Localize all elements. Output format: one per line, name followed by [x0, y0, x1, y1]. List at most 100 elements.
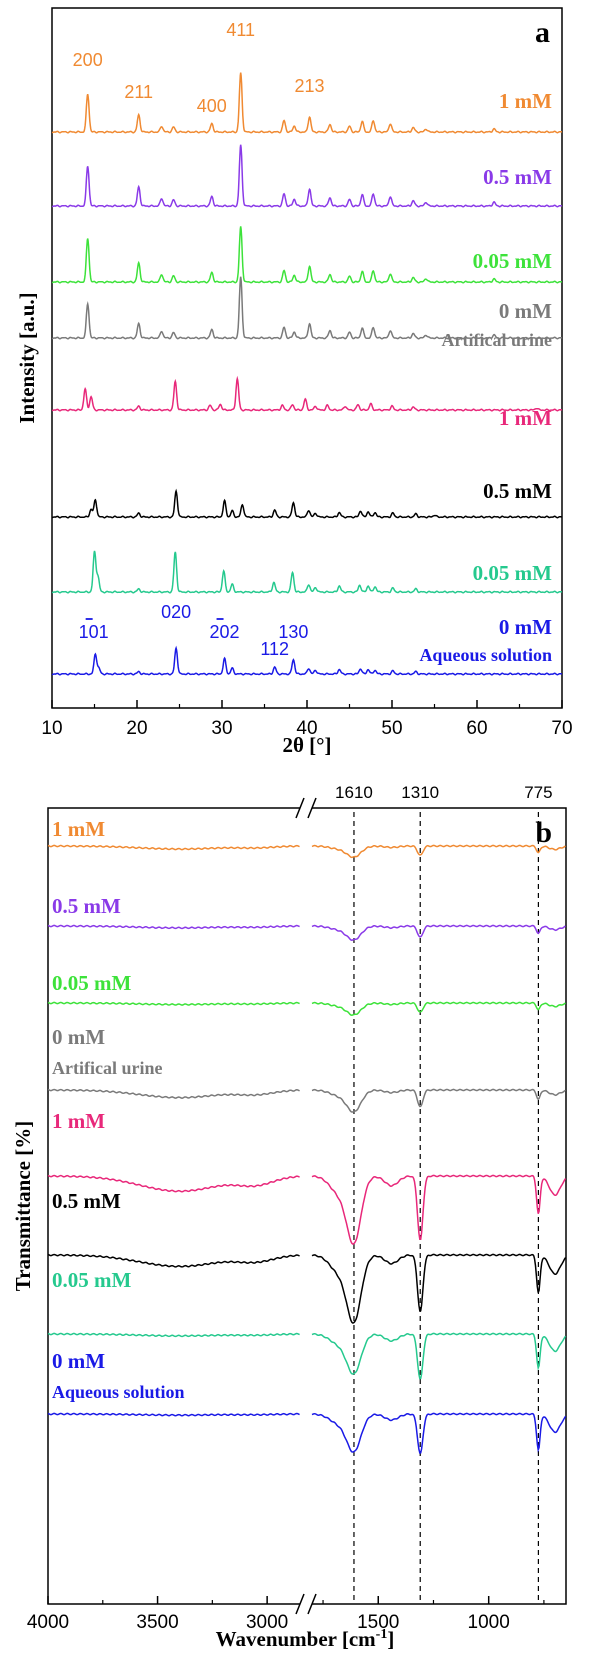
xrd-series: 1 mM	[51, 72, 563, 134]
ftir-series-label: 1 mM	[52, 817, 105, 841]
ftir-x-tick-label: 4000	[27, 1612, 69, 1633]
ftir-x-tick-label: 3500	[136, 1612, 178, 1633]
axis-break-slash	[295, 1593, 305, 1615]
ftir-series-line	[47, 1001, 300, 1006]
xrd-series-label: 0.05 mM	[473, 561, 552, 585]
ftir-series: 1 mM	[47, 1109, 567, 1245]
xrd-peak-label: 200	[73, 50, 103, 70]
xrd-series: 1 mM	[51, 375, 563, 430]
ftir-series-label: 0.05 mM	[52, 971, 131, 995]
ftir-x-tick-label: 1500	[357, 1612, 399, 1633]
ftir-series-label: 0 mM	[52, 1349, 105, 1373]
xrd-series-label: 0.5 mM	[483, 479, 552, 503]
ftir-series-label: 0.5 mM	[52, 894, 121, 918]
ftir-series-line	[47, 1088, 300, 1099]
ftir-x-axis-label: Wavenumber [cm-1]	[216, 1627, 395, 1651]
xrd-plot-frame	[51, 7, 563, 709]
xrd-peak-label: 400	[197, 96, 227, 116]
xrd-series-line	[51, 488, 563, 519]
ftir-series-label: 0 mM	[52, 1025, 105, 1049]
ftir-series-line	[47, 1253, 300, 1268]
ftir-reference-label: 1310	[401, 783, 439, 802]
ftir-series-line	[47, 924, 300, 930]
xrd-peak-label: 202	[210, 622, 240, 642]
ftir-series-line	[47, 1174, 300, 1193]
ftir-series-sublabel: Artifical urine	[52, 1058, 162, 1078]
xrd-x-tick-label: 50	[381, 718, 402, 739]
ftir-x-ticks: 4000 3500 3000 1500 1000	[27, 1596, 545, 1633]
xrd-x-tick-label: 10	[41, 718, 62, 739]
xrd-peak-label: 213	[295, 76, 325, 96]
ftir-series-line	[311, 924, 566, 941]
xrd-y-axis-label: Intensity [a.u.]	[15, 292, 39, 423]
ftir-series-line	[311, 1174, 567, 1245]
xrd-x-ticks: 10 20 30 40 50 60 70	[41, 700, 573, 739]
xrd-panel-label: a	[535, 16, 550, 49]
xrd-series-group: 1 mM 0.5 mM 0.05 mM 0 mM Artifical urine 1 mM…	[51, 72, 563, 676]
xrd-peak-label: 020	[161, 602, 191, 622]
xrd-x-tick-label: 40	[296, 718, 317, 739]
ftir-series-line	[311, 844, 566, 859]
ftir-y-axis-label: Transmittance [%]	[11, 1121, 35, 1292]
xrd-series-line	[51, 645, 563, 676]
xrd-x-tick-label: 60	[466, 718, 487, 739]
xrd-series-label: 1 mM	[499, 406, 552, 430]
xrd-peak-label: 211	[124, 82, 153, 102]
ftir-x-tick-label: 3000	[246, 1612, 288, 1633]
axis-break-slash	[307, 1593, 317, 1615]
ftir-reference-label: 1610	[335, 783, 373, 802]
ftir-series-line	[47, 1332, 300, 1338]
xrd-series-line	[51, 226, 563, 284]
xrd-series: 0.5 mM	[51, 144, 563, 208]
ftir-series-line	[311, 1412, 567, 1454]
ftir-series-label: 1 mM	[52, 1109, 105, 1133]
axis-break-gap-top	[300, 806, 312, 810]
xrd-series-label: 0.05 mM	[473, 249, 552, 273]
ftir-series-label: 0.05 mM	[52, 1268, 131, 1292]
xrd-series-label: 0.5 mM	[483, 165, 552, 189]
ftir-series-group: 1 mM 0.5 mM 0.05 mM 0 mM Artifical urine 1 mM…	[47, 817, 567, 1454]
ftir-series-label: 0.5 mM	[52, 1189, 121, 1213]
xrd-series-line	[51, 550, 563, 594]
xrd-series-line	[51, 144, 563, 208]
ftir-series-sublabel: Aqueous solution	[52, 1382, 185, 1402]
xrd-series: 0 mM Aqueous solution	[51, 615, 563, 676]
ftir-reference-lines: 1610 1310 775	[335, 783, 553, 1604]
xrd-series: 0.05 mM	[51, 550, 563, 594]
ftir-series: 0 mM Artifical urine	[47, 1025, 567, 1113]
ftir-series-line	[311, 1332, 567, 1380]
xrd-series-label: 1 mM	[499, 89, 552, 113]
xrd-peak-label: 411	[226, 20, 255, 40]
ftir-plot-frame	[47, 807, 567, 1605]
axis-break-slash	[295, 797, 305, 819]
xrd-x-tick-label: 30	[211, 718, 232, 739]
ftir-panel-label: b	[535, 816, 552, 849]
xrd-panel: a 10 20 30 40 50 60 70 1 mM 0.5 mM 0.05 mM 0 mM Ar…	[15, 7, 573, 757]
xrd-x-tick-label: 70	[551, 718, 572, 739]
xrd-peak-label: 130	[278, 622, 308, 642]
ftir-series: 0.5 mM	[47, 894, 566, 941]
xrd-series-label: 0 mM	[499, 299, 552, 323]
xrd-series: 0 mM Artifical urine	[51, 276, 563, 350]
ftir-series: 0.5 mM	[47, 1189, 567, 1324]
xrd-series-line	[51, 276, 563, 340]
ftir-x-tick-label: 1000	[468, 1612, 510, 1633]
ftir-series: 0.05 mM	[47, 971, 566, 1016]
ftir-series: 1 mM	[47, 817, 566, 859]
xrd-series-sublabel: Aqueous solution	[419, 645, 552, 665]
ftir-panel: b 1610 1310 775 1 mM 0.5 mM 0.05 mM 0 mM Artif…	[11, 783, 567, 1651]
xrd-peak-label: 101	[79, 622, 109, 642]
ftir-series: 0.05 mM	[47, 1268, 567, 1380]
ftir-series-line	[311, 1001, 566, 1016]
xrd-series: 0.05 mM	[51, 226, 563, 284]
ftir-series: 0 mM Aqueous solution	[47, 1349, 567, 1454]
ftir-series-line	[311, 1088, 567, 1113]
xrd-x-axis-label: 2θ [°]	[282, 733, 331, 757]
xrd-series-label: 0 mM	[499, 615, 552, 639]
axis-break-gap-bottom	[300, 1602, 312, 1606]
xrd-peak-label: 112	[260, 639, 289, 659]
ftir-reference-label: 775	[524, 783, 552, 802]
ftir-series-line	[47, 1412, 300, 1417]
